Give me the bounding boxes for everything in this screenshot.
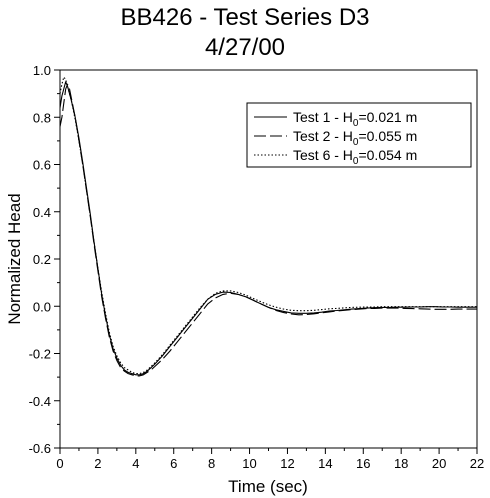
y-tick-label: 0.6	[33, 158, 51, 173]
y-tick-label: 1.0	[33, 63, 51, 78]
y-axis-label: Normalized Head	[5, 193, 24, 324]
y-tick-label: 0.0	[33, 299, 51, 314]
y-tick-label: -0.2	[29, 347, 51, 362]
x-axis-label: Time (sec)	[228, 477, 308, 496]
x-axis-ticks: 0 2 4 6 8 10 12 14 16 18 20 22	[56, 448, 484, 471]
x-tick-label: 18	[394, 456, 408, 471]
x-tick-label: 2	[94, 456, 101, 471]
series-line-3	[59, 76, 477, 375]
chart-title-line-2: 4/27/00	[204, 34, 286, 61]
legend-box	[246, 102, 472, 168]
y-tick-label: 0.8	[33, 110, 51, 125]
y-axis-ticks: 1.0 0.8 0.6 0.4 0.2 0.0 -0.2 -0.4 -0.6	[29, 63, 60, 456]
y-tick-label: -0.4	[29, 394, 51, 409]
x-tick-label: 0	[56, 456, 63, 471]
x-tick-label: 20	[432, 456, 446, 471]
x-tick-label: 12	[280, 456, 294, 471]
x-tick-label: 10	[242, 456, 256, 471]
x-tick-label: 14	[318, 456, 332, 471]
chart-title-line-1: BB426 - Test Series D3	[120, 4, 370, 31]
x-tick-label: 8	[208, 456, 215, 471]
x-tick-label: 6	[170, 456, 177, 471]
series-lines	[59, 76, 477, 377]
x-tick-label: 4	[132, 456, 139, 471]
y-tick-label: 0.2	[33, 252, 51, 267]
x-tick-label: 16	[356, 456, 370, 471]
y-tick-label: 0.4	[33, 205, 51, 220]
legend-label-1: Test 1 - H0=0.021 m	[293, 109, 417, 129]
x-tick-label: 22	[470, 456, 484, 471]
legend-label-2: Test 2 - H0=0.055 m	[293, 128, 417, 148]
y-tick-label: -0.6	[29, 441, 51, 456]
legend-label-3: Test 6 - H0=0.054 m	[293, 147, 417, 167]
